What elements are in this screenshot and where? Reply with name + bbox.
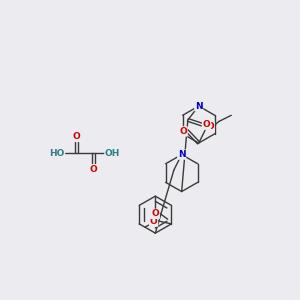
Text: HO: HO <box>49 148 64 158</box>
Text: O: O <box>89 165 97 174</box>
Text: O: O <box>72 132 80 141</box>
Text: O: O <box>206 122 214 131</box>
Text: OH: OH <box>105 148 120 158</box>
Text: O: O <box>150 217 158 226</box>
Text: O: O <box>179 127 187 136</box>
Text: N: N <box>178 150 185 159</box>
Text: N: N <box>195 102 202 111</box>
Text: O: O <box>202 120 210 129</box>
Text: O: O <box>152 209 159 218</box>
